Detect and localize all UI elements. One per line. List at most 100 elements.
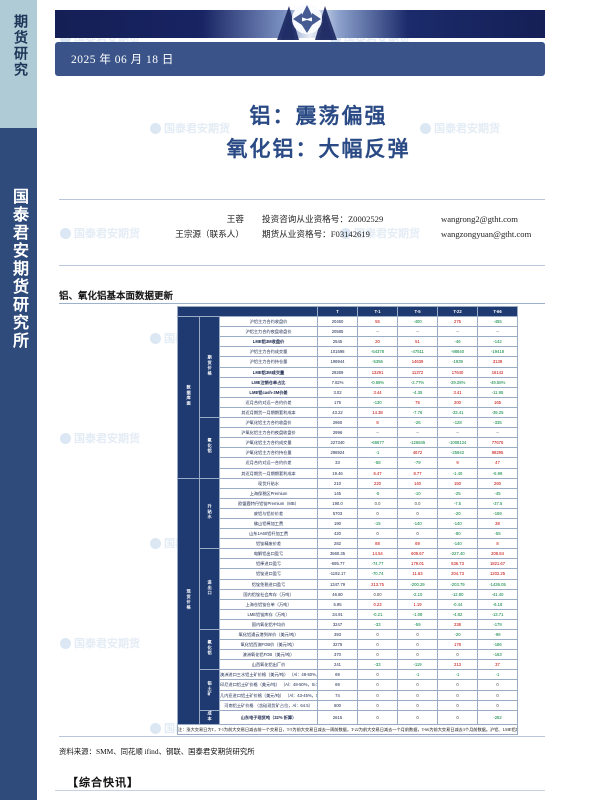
data-cell: 20: [357, 336, 399, 348]
author-row: 王蓉 投资咨询从业资格号：Z0002529 wangrong2@gtht.com: [59, 212, 545, 227]
data-cell: 175: [317, 396, 359, 408]
author-email[interactable]: wangzongyuan@gtht.com: [441, 229, 532, 239]
data-cell: 609.67: [397, 548, 439, 560]
data-cell: 2996: [317, 427, 359, 439]
row-label: 国内铝锭社会库存（万吨）: [218, 588, 319, 600]
fundamental-data-table: T T-1 T-5 T-22 T-66 数据库面 期货价格 沪铝主力合约收盘价 20460 55-…: [176, 305, 519, 736]
data-cell: 20460: [317, 316, 359, 328]
data-cell: -169: [477, 507, 519, 519]
data-cell: 260: [477, 477, 519, 489]
row-label: 印尼进口铝土矿价格（美元/吨） （Al：48-50%，Si：8-10%）: [218, 679, 319, 691]
data-cell: 0.0: [397, 497, 439, 509]
data-cell: 0: [357, 628, 399, 641]
data-cell: -46: [437, 336, 479, 348]
data-cell: -200.29: [397, 578, 439, 590]
data-cell: 34.91: [317, 608, 359, 620]
table-row: 其近月期货一月期期套利成本 43.22 14.38 -7.76 -33.41 -39.25: [178, 406, 519, 419]
row-label: 沪铝主力合约持仓量: [218, 356, 319, 368]
data-cell: -1.08: [397, 608, 439, 620]
author-email[interactable]: wangrong2@gtht.com: [441, 214, 518, 224]
table-row: 山西氧化铝出厂价 241 -33 -119 213 37: [178, 659, 519, 671]
data-cell: 190.0: [317, 497, 359, 509]
data-cell: 0: [357, 507, 399, 519]
data-cell: -41.40: [477, 588, 519, 600]
row-label: LME注销仓单占比: [218, 376, 319, 388]
row-subgroup-label: 升贴水: [199, 477, 220, 550]
data-cell: 6.47: [357, 467, 399, 479]
table-row: LME铝3M收盘价 2545 20 51 -46 -142: [178, 336, 519, 348]
data-cell: 241: [317, 659, 359, 671]
data-cell: -0.44: [437, 598, 479, 610]
data-cell: 11372: [397, 366, 439, 378]
row-group-label: 现货价格: [177, 477, 200, 726]
data-cell: 3.02: [317, 386, 359, 398]
author-qualification: 期货从业资格号：F03142619: [262, 229, 370, 239]
data-cell: -140: [397, 517, 439, 530]
table-row: 成本 山东电子现货吨（32% 折算） 2615 0 0 0 -282: [178, 709, 519, 726]
data-cell: 51: [397, 336, 439, 348]
row-label: 沪铝主力合约成交量: [218, 346, 319, 358]
table-row: 山东1A60铝杆加工费 420 0 0 -80 -55: [178, 528, 519, 540]
data-cell: -58: [357, 457, 399, 469]
data-cell: 77676: [477, 437, 519, 449]
row-label: LME铝锭库存（万吨）: [218, 608, 319, 620]
data-cell: -282: [477, 709, 519, 726]
data-cell: 0.0: [357, 497, 399, 509]
data-cell: 3138: [477, 356, 519, 368]
data-cell: 8.77: [397, 467, 439, 479]
data-cell: 16142: [477, 366, 519, 378]
table-row: 河南铝土矿价格 （含硅现货矿占位，Al：64.5） 600 0 0 0 0: [178, 699, 519, 711]
table-row: 铝锭精废价差 282 88 69 -140 8: [178, 538, 519, 550]
data-cell: -142: [477, 336, 519, 348]
data-cell: -5.99: [477, 467, 519, 479]
fundamental-data-table-wrap: T T-1 T-5 T-22 T-66 数据库面 期货价格 沪铝主力合约收盘价 20460 55-…: [176, 305, 519, 736]
column-header-1: T: [317, 305, 359, 318]
table-row: 近月合约对远一合约价差 175 -130 75 200 165: [178, 396, 519, 408]
data-cell: -1: [437, 669, 479, 681]
data-cell: 420: [317, 528, 359, 540]
data-cell: -4.82: [437, 608, 479, 620]
data-cell: -186: [477, 639, 519, 651]
data-cell: 13291: [357, 366, 399, 378]
table-row: 氧化铝 沪氧化铝主力合约收盘价 2960 8 -26 -128 -335: [178, 417, 519, 479]
left-sidebar: 期货研究 国泰君安期货研究所: [0, 0, 37, 800]
data-cell: --: [357, 326, 399, 338]
table-row: 上海仓铝锭仓单（万吨） 5.95 0.23 1.19 -0.44 -6.18: [178, 598, 519, 610]
data-cell: 0: [397, 649, 439, 661]
data-cell: -33.41: [437, 406, 479, 419]
table-row: 数据库面 期货价格 沪铝主力合约收盘价 20460 55 -400 275 -455: [177, 316, 519, 479]
data-cell: -37.5: [477, 497, 519, 509]
data-cell: 20585: [317, 326, 359, 338]
data-cell: --: [397, 427, 439, 439]
section-divider: [59, 303, 545, 304]
data-cell: 140: [397, 477, 439, 489]
row-label: 铝棒进口盈亏: [218, 558, 319, 570]
data-cell: 0: [357, 639, 399, 651]
source-divider: [59, 736, 545, 737]
data-cell: -74.77: [357, 558, 399, 570]
data-cell: -140: [437, 538, 479, 550]
data-cell: 178: [437, 639, 479, 651]
row-label: 废铝与铝价价差: [218, 507, 319, 519]
row-label: 现货升贴水: [218, 477, 319, 489]
data-cell: 0.00: [357, 588, 399, 600]
data-cell: -0.21: [357, 608, 399, 620]
title-block: 铝：震荡偏强 氧化铝：大幅反弹: [37, 100, 600, 166]
table-row: 铝锭免税进口盈亏 1347.79 213.75 -200.29 -203.79 -1436…: [178, 578, 519, 590]
data-cell: 19.46: [317, 467, 359, 479]
row-label: 沪氧化铝主力合约成交量: [218, 437, 319, 449]
row-subgroup-label: 成本: [199, 709, 220, 726]
data-cell: -66677: [357, 437, 399, 449]
table-row: 铝棒进口盈亏 -695.77 -74.77 179.01 536.73 1821.67: [178, 558, 519, 570]
row-subgroup-label: 期货价格: [199, 316, 220, 419]
data-cell: 5.95: [317, 598, 359, 610]
data-cell: 98295: [477, 447, 519, 459]
data-cell: --: [477, 427, 519, 439]
data-cell: 282: [317, 538, 359, 550]
data-cell: -55: [477, 528, 519, 540]
header-blank: [176, 305, 319, 318]
row-label: 沪铝主力合约收盘价: [218, 316, 319, 328]
data-cell: 8: [477, 538, 519, 550]
row-group-label: 数据库面: [177, 316, 200, 479]
